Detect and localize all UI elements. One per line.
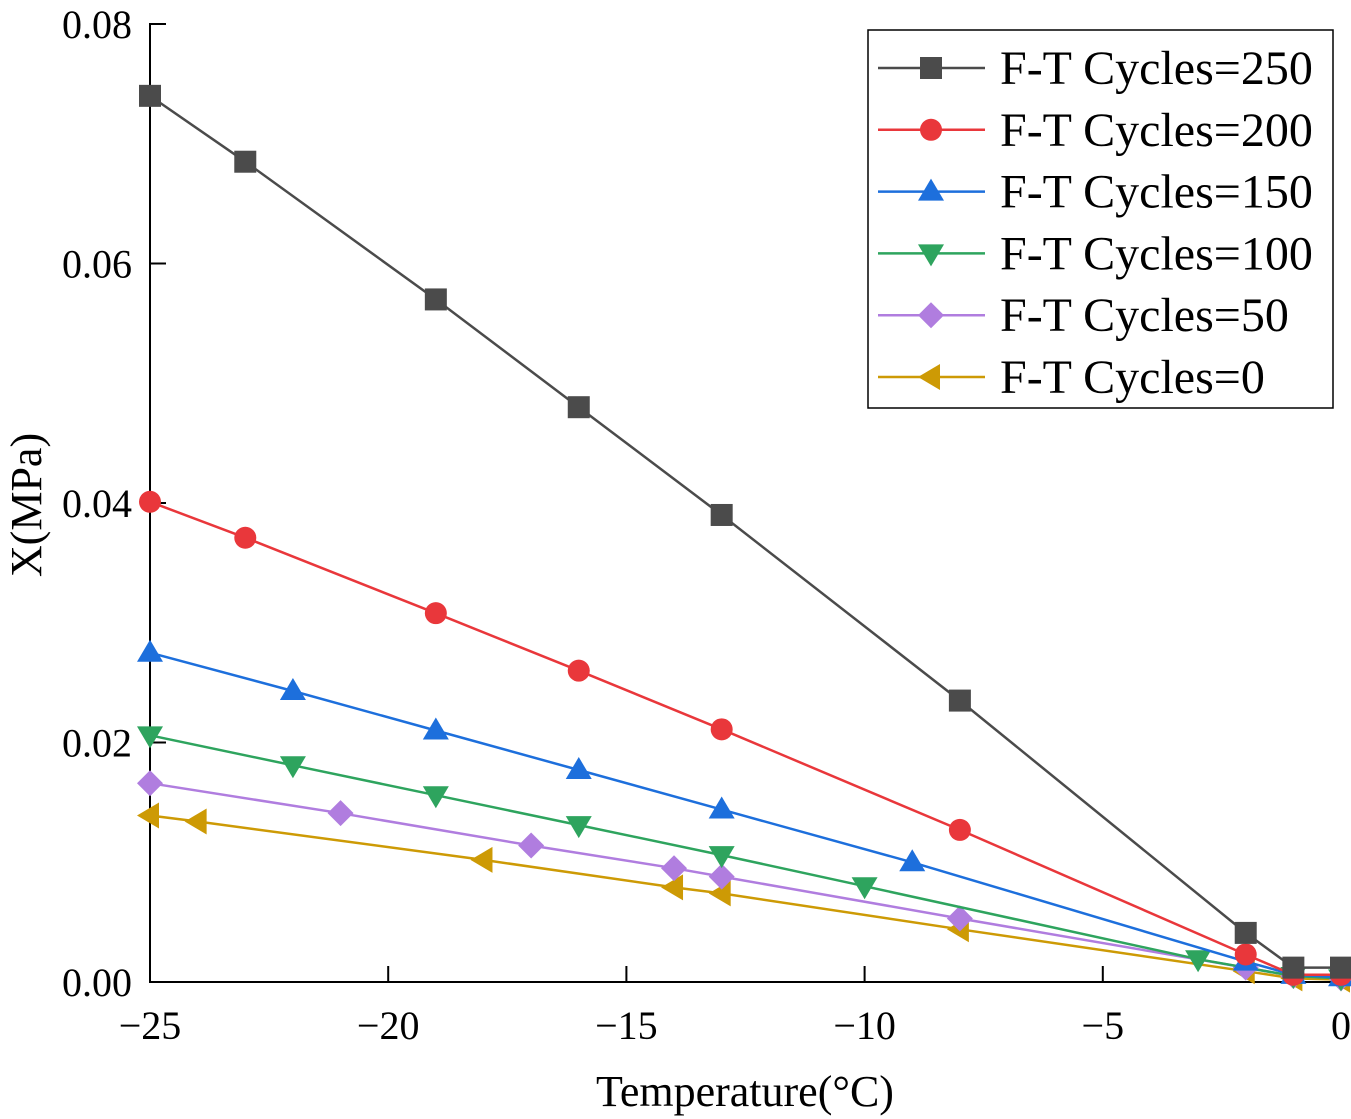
x-tick-label: −5	[1082, 1003, 1125, 1048]
data-point-2-4	[708, 796, 735, 819]
data-point-0-4	[710, 503, 733, 526]
data-point-2-0	[137, 639, 163, 662]
y-tick-label: 0.08	[62, 2, 132, 47]
series-3	[137, 726, 1351, 992]
data-point-2-1	[279, 678, 306, 701]
data-point-5-0	[137, 802, 159, 829]
legend-item-1: F-T Cycles=200	[878, 104, 1313, 157]
data-point-4-4	[708, 863, 735, 890]
x-tick-label: −10	[833, 1003, 896, 1048]
data-point-2-5	[899, 849, 926, 872]
series-4	[137, 770, 1351, 992]
legend-square-marker-icon	[920, 57, 942, 79]
legend-triangle-down-marker-icon	[918, 244, 944, 267]
legend: F-T Cycles=250 F-T Cycles=200 F-T Cycles=1…	[867, 29, 1334, 409]
data-point-0-7	[1282, 956, 1305, 979]
series-line-3	[149, 734, 1342, 980]
data-point-3-4	[708, 846, 735, 869]
y-tick-label: 0.06	[62, 242, 132, 287]
data-point-4-0	[137, 770, 163, 797]
data-point-3-0	[137, 726, 163, 749]
x-tick-label: −25	[119, 1003, 182, 1048]
data-point-0-2	[424, 288, 447, 311]
legend-box	[867, 29, 1334, 409]
legend-diamond-marker-icon	[918, 302, 944, 329]
data-point-4-5	[946, 905, 973, 932]
data-point-1-1	[234, 526, 257, 549]
data-point-0-0	[139, 84, 161, 107]
legend-circle-marker-icon	[920, 118, 942, 141]
data-point-0-1	[234, 150, 257, 173]
data-point-1-6	[1234, 943, 1257, 966]
data-point-1-4	[710, 718, 733, 741]
legend-item-0: F-T Cycles=250	[878, 42, 1313, 95]
data-point-1-2	[424, 602, 447, 625]
y-tick-label: 0.04	[62, 481, 132, 526]
data-point-3-2	[422, 786, 449, 809]
legend-label: F-T Cycles=200	[1000, 104, 1313, 157]
legend-item-4: F-T Cycles=50	[878, 289, 1289, 342]
data-point-5-3	[661, 874, 684, 901]
data-point-1-5	[948, 818, 971, 841]
legend-triangle-left-marker-icon	[918, 364, 940, 390]
data-point-5-4	[708, 880, 731, 907]
data-point-0-3	[567, 396, 590, 419]
ticks: 0.00 0.02 0.04 0.06 0.08 −25 −20 −15 −10 −5 0	[62, 2, 1351, 1048]
data-point-0-5	[948, 689, 971, 712]
x-tick-label: −20	[357, 1003, 420, 1048]
data-point-3-1	[279, 756, 306, 779]
series-1	[139, 490, 1351, 986]
series-line-2	[149, 651, 1342, 979]
legend-item-5: F-T Cycles=0	[878, 351, 1265, 404]
data-point-3-5	[851, 877, 878, 900]
data-point-1-0	[139, 490, 161, 513]
legend-label: F-T Cycles=100	[1000, 227, 1313, 280]
series-line-5	[149, 814, 1342, 981]
y-axis-title: X(MPa)	[2, 433, 51, 577]
y-tick-label: 0.02	[62, 721, 132, 766]
legend-item-2: F-T Cycles=150	[878, 166, 1313, 219]
series-line-1	[149, 500, 1341, 977]
data-point-4-1	[327, 800, 354, 827]
data-point-4-2	[518, 832, 545, 859]
legend-label: F-T Cycles=0	[1000, 351, 1265, 404]
data-point-2-2	[422, 717, 449, 740]
legend-triangle-up-marker-icon	[918, 178, 944, 201]
legend-item-3: F-T Cycles=100	[878, 227, 1313, 280]
x-tick-label: 0	[1331, 1003, 1351, 1048]
data-point-0-6	[1234, 921, 1257, 944]
data-point-5-2	[470, 846, 493, 873]
series-2	[137, 639, 1351, 987]
data-point-3-3	[565, 816, 592, 839]
data-point-2-3	[565, 757, 592, 780]
x-axis-title: Temperature(°C)	[596, 1067, 894, 1116]
data-point-5-1	[184, 808, 207, 835]
y-tick-label: 0.00	[62, 960, 132, 1005]
legend-label: F-T Cycles=50	[1000, 289, 1289, 342]
data-point-1-3	[567, 659, 590, 682]
legend-label: F-T Cycles=150	[1000, 166, 1313, 219]
x-tick-label: −15	[595, 1003, 658, 1048]
series-5	[137, 802, 1350, 993]
data-point-0-8	[1330, 956, 1351, 979]
legend-label: F-T Cycles=250	[1000, 42, 1313, 95]
data-point-3-6	[1185, 950, 1212, 973]
series-layer	[137, 84, 1351, 993]
series-0	[139, 84, 1351, 979]
data-point-4-3	[661, 855, 688, 882]
